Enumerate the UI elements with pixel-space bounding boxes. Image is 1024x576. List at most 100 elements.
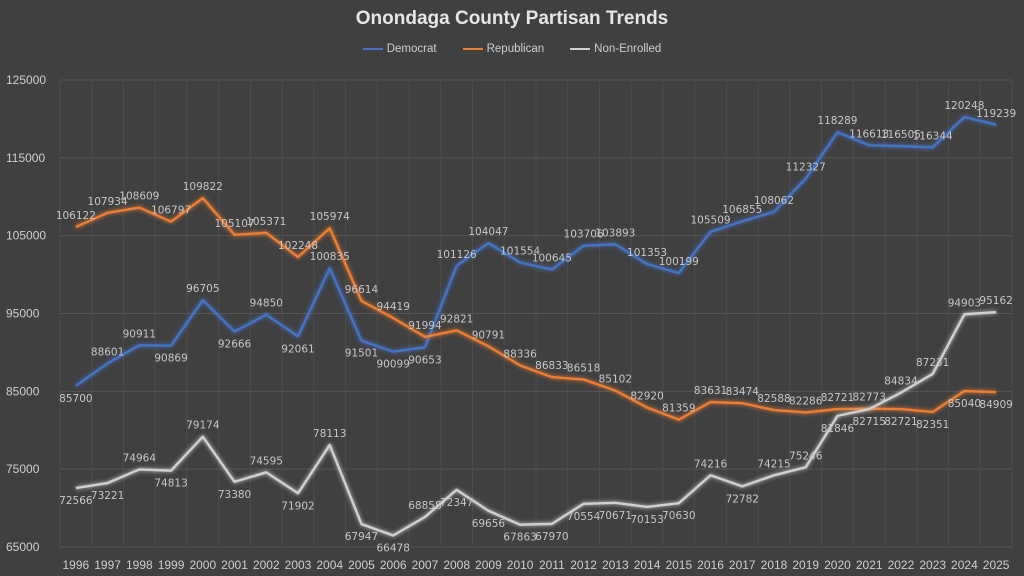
data-label-republican: 106797 (151, 205, 191, 217)
x-tick-label: 2020 (824, 558, 851, 572)
y-tick-label: 75000 (6, 462, 40, 476)
data-label-republican: 85040 (948, 398, 981, 410)
legend-swatch-democrat (362, 48, 383, 50)
data-label-non-enrolled: 74216 (694, 458, 728, 470)
data-label-non-enrolled: 74595 (250, 455, 283, 467)
data-label-republican: 106122 (56, 210, 96, 222)
data-label-non-enrolled: 84834 (884, 376, 918, 388)
data-label-democrat: 119239 (976, 108, 1016, 120)
x-tick-label: 2005 (348, 558, 375, 572)
legend-item-republican[interactable]: Republican (462, 43, 545, 55)
data-label-non-enrolled: 67970 (535, 531, 568, 543)
data-label-non-enrolled: 69656 (472, 518, 506, 530)
data-label-non-enrolled: 81846 (821, 423, 855, 435)
data-label-republican: 105371 (246, 216, 286, 228)
x-tick-label: 2000 (189, 558, 216, 572)
data-label-democrat: 90099 (376, 359, 409, 371)
data-label-republican: 102248 (278, 240, 318, 252)
data-label-republican: 88336 (503, 348, 537, 360)
x-tick-label: 2023 (919, 558, 946, 572)
legend-swatch-republican (462, 48, 483, 50)
data-label-republican: 109822 (183, 181, 223, 193)
data-label-democrat: 116505 (881, 129, 921, 141)
data-label-non-enrolled: 67863 (503, 532, 536, 544)
data-label-republican: 91994 (408, 320, 442, 332)
data-labels: 85700 88601 90911 90869 96705 92666 94850 92061… (56, 100, 1016, 555)
data-label-democrat: 94850 (250, 298, 283, 310)
data-label-democrat: 105509 (690, 215, 730, 227)
data-label-non-enrolled: 78113 (313, 428, 346, 440)
y-tick-label: 115000 (6, 151, 45, 165)
data-label-democrat: 96705 (186, 283, 219, 295)
x-tick-label: 2014 (634, 558, 661, 572)
data-label-democrat: 85700 (59, 393, 92, 405)
data-label-democrat: 100199 (659, 256, 699, 268)
series-lines (75, 115, 997, 537)
x-tick-label: 2002 (253, 558, 280, 572)
y-tick-label: 105000 (6, 229, 46, 243)
data-label-non-enrolled: 79174 (186, 420, 220, 432)
data-label-democrat: 90869 (154, 353, 187, 365)
data-label-republican: 82286 (789, 395, 823, 407)
x-tick-label: 2012 (570, 558, 597, 572)
x-tick-label: 2006 (380, 558, 407, 572)
data-label-democrat: 108062 (754, 195, 794, 207)
x-tick-label: 1996 (63, 558, 90, 572)
data-label-republican: 105974 (310, 211, 350, 223)
data-label-non-enrolled: 68858 (408, 500, 441, 512)
x-tick-label: 2008 (443, 558, 470, 572)
data-label-democrat: 92061 (281, 343, 314, 355)
legend: Democrat Republican Non-Enrolled (0, 43, 1024, 55)
data-label-democrat: 92666 (218, 339, 252, 351)
data-label-republican: 108609 (119, 191, 159, 203)
data-label-republican: 82773 (852, 392, 885, 404)
data-label-republican: 92821 (440, 313, 473, 325)
data-label-republican: 85102 (599, 374, 632, 386)
data-label-non-enrolled: 94903 (948, 297, 981, 309)
data-label-non-enrolled: 73221 (91, 490, 124, 502)
legend-label-democrat: Democrat (386, 43, 437, 55)
data-label-non-enrolled: 72347 (440, 497, 473, 509)
data-label-non-enrolled: 72782 (726, 493, 759, 505)
data-label-non-enrolled: 74964 (123, 452, 157, 464)
data-label-republican: 105107 (214, 218, 254, 230)
series-line-democrat (75, 115, 997, 387)
data-label-republican: 90791 (472, 329, 505, 341)
x-axis: 1996 1997 1998 1999 2000 2001 2002 2003 2004 2005… (63, 558, 1010, 572)
data-label-republican: 82721 (821, 392, 854, 404)
data-label-republican: 81359 (662, 403, 695, 415)
x-tick-label: 2016 (697, 558, 724, 572)
data-label-non-enrolled: 73380 (218, 489, 251, 501)
data-label-non-enrolled: 66478 (376, 542, 409, 554)
data-label-republican: 86833 (535, 360, 568, 372)
data-label-democrat: 101353 (627, 247, 667, 259)
x-tick-label: 2021 (856, 558, 883, 572)
y-tick-label: 95000 (6, 307, 40, 321)
x-tick-label: 2024 (951, 558, 978, 572)
data-label-democrat: 91501 (345, 348, 378, 360)
x-tick-label: 2001 (221, 558, 248, 572)
x-tick-label: 1999 (158, 558, 185, 572)
data-label-non-enrolled: 70153 (630, 514, 663, 526)
data-label-non-enrolled: 75246 (789, 450, 823, 462)
legend-item-non-enrolled[interactable]: Non-Enrolled (570, 43, 661, 55)
x-tick-label: 2015 (665, 558, 692, 572)
legend-label-non-enrolled: Non-Enrolled (594, 43, 662, 55)
y-tick-label: 125000 (6, 73, 46, 87)
legend-item-democrat[interactable]: Democrat (362, 43, 437, 55)
data-label-non-enrolled: 95162 (979, 295, 1012, 307)
chart-title: Onondaga County Partisan Trends (355, 8, 669, 29)
legend-swatch-non-enrolled (570, 48, 591, 50)
data-label-democrat: 116344 (913, 130, 953, 142)
data-label-non-enrolled: 70671 (599, 510, 632, 522)
legend-label-republican: Republican (486, 43, 545, 55)
data-label-democrat: 103893 (595, 227, 635, 239)
gridlines (59, 79, 1013, 548)
data-label-democrat: 90911 (123, 328, 156, 340)
x-tick-label: 1997 (94, 558, 121, 572)
x-tick-label: 1998 (126, 558, 153, 572)
data-label-non-enrolled: 72566 (59, 495, 93, 507)
data-label-non-enrolled: 70630 (662, 510, 695, 522)
